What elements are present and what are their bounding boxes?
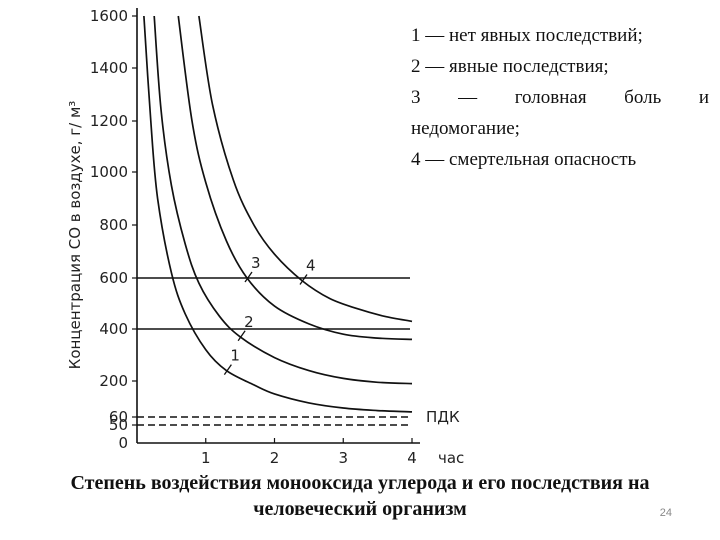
x-tick-label: 1	[201, 449, 211, 467]
curve-3	[177, 15, 413, 341]
pdk-label: ПДК	[426, 408, 460, 426]
y-tick-label: 400	[99, 320, 128, 338]
y-tick-label: 1200	[90, 112, 128, 130]
curve-label-leader	[223, 364, 232, 375]
caption-line-1: Степень воздействия монооксида углерода …	[70, 472, 650, 494]
x-tick-label: 2	[270, 449, 280, 467]
legend-item-3: 3 — головная боль и	[411, 87, 709, 108]
y-tick-label: 60	[109, 408, 128, 426]
y-tick-label: 0	[118, 434, 128, 452]
legend-item-3-cont: недомогание;	[411, 118, 520, 139]
curve-4	[198, 15, 413, 323]
curve-label-4: 4	[306, 257, 316, 275]
y-tick-label: 1000	[90, 163, 128, 181]
curve-label-3: 3	[251, 254, 261, 272]
curve-2	[153, 15, 413, 385]
y-axis-label: Концентрация СО в воздухе, г/ м³	[66, 101, 84, 370]
curve-label-leader	[299, 274, 308, 285]
y-tick-label: 50	[109, 416, 128, 434]
caption-line-2: человеческий организм	[253, 498, 467, 520]
y-tick-label: 200	[99, 372, 128, 390]
curve-labels: 12 3 4	[223, 254, 316, 375]
x-tick-label: 3	[338, 449, 348, 467]
curves	[143, 15, 413, 413]
legend-item-2: 2 — явные последствия;	[411, 56, 609, 77]
y-tick-label: 800	[99, 216, 128, 234]
y-tick-label: 600	[99, 269, 128, 287]
chart-axes	[132, 8, 420, 444]
curve-1	[143, 15, 413, 413]
legend-item-4: 4 — смертельная опасность	[411, 149, 637, 170]
reference-lines: ПДК	[137, 277, 460, 426]
x-tick-label: 4	[407, 449, 417, 467]
page-number: 24	[659, 507, 672, 519]
y-tick-label: 1400	[90, 59, 128, 77]
curve-label-leader	[244, 271, 253, 283]
legend-item-1: 1 — нет явных последствий;	[411, 25, 643, 46]
curve-label-1: 1	[230, 347, 240, 365]
figure-caption: Степень воздействия монооксида углерода …	[0, 470, 720, 522]
legend: 1 — нет явных последствий; 2 — явные пос…	[411, 20, 709, 175]
x-axis-label: час	[438, 449, 464, 467]
curve-label-leader	[237, 330, 246, 342]
y-tick-label: 1600	[90, 7, 128, 25]
curve-label-2: 2	[244, 313, 254, 331]
